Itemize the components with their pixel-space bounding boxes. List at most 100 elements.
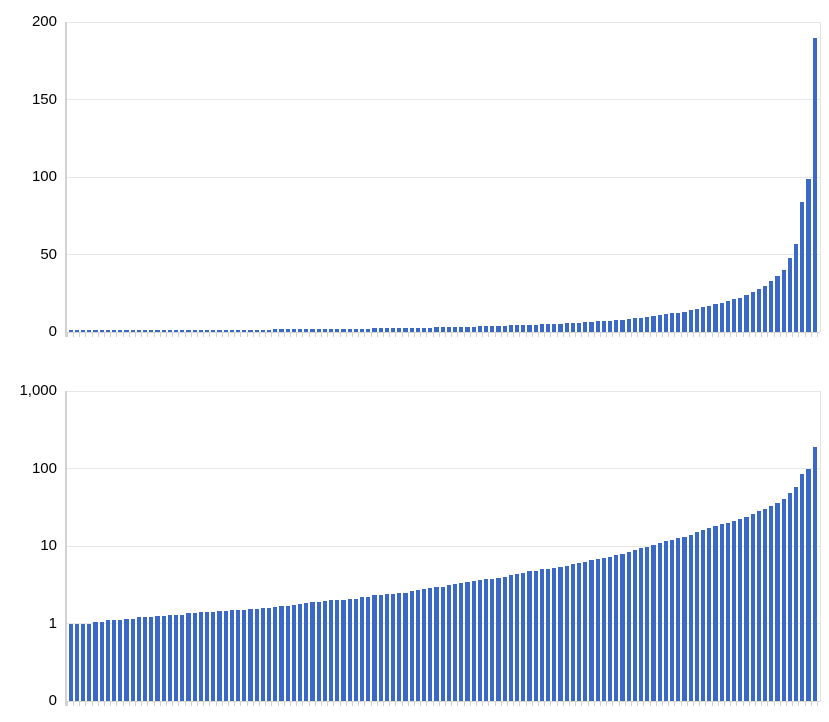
x-axis-tick bbox=[693, 702, 694, 706]
x-axis-tick bbox=[755, 702, 756, 706]
bar bbox=[173, 614, 179, 701]
bar bbox=[111, 620, 117, 701]
x-axis-tick bbox=[649, 333, 651, 337]
x-axis-tick bbox=[215, 702, 217, 706]
x-axis-tick bbox=[624, 702, 626, 706]
bar bbox=[87, 330, 92, 332]
x-axis-tick bbox=[246, 333, 248, 337]
x-axis-tick bbox=[259, 333, 260, 337]
x-axis-tick bbox=[550, 333, 552, 337]
x-axis-tick bbox=[637, 702, 639, 706]
bar bbox=[366, 596, 371, 701]
bar bbox=[806, 178, 811, 332]
bar bbox=[347, 328, 352, 332]
bar bbox=[291, 329, 296, 332]
bar bbox=[564, 323, 569, 332]
y-axis-tick-label: 10 bbox=[40, 537, 57, 554]
bar bbox=[304, 329, 309, 332]
bar bbox=[452, 584, 458, 701]
x-axis-tick bbox=[209, 333, 211, 337]
x-axis-tick bbox=[339, 333, 341, 337]
bar bbox=[142, 330, 148, 332]
bar bbox=[279, 329, 284, 332]
x-axis-tick bbox=[494, 333, 496, 337]
x-axis-tick bbox=[352, 333, 353, 337]
bar bbox=[93, 330, 98, 332]
bar bbox=[415, 590, 420, 701]
x-axis-tick bbox=[488, 702, 490, 706]
x-axis-tick bbox=[97, 702, 99, 706]
x-axis-tick bbox=[593, 702, 595, 706]
x-axis-tick bbox=[314, 333, 316, 337]
bar bbox=[204, 329, 210, 332]
bar bbox=[490, 578, 495, 701]
bar bbox=[688, 310, 693, 332]
bar bbox=[490, 326, 495, 332]
x-axis-tick bbox=[215, 333, 217, 337]
bar bbox=[452, 327, 458, 332]
x-axis-tick bbox=[116, 333, 118, 337]
bar bbox=[223, 329, 228, 332]
x-axis-tick bbox=[779, 702, 781, 706]
bar bbox=[428, 327, 433, 332]
x-axis-tick bbox=[538, 333, 539, 337]
bar bbox=[514, 325, 520, 332]
bar bbox=[762, 285, 768, 332]
x-axis-tick bbox=[618, 333, 620, 337]
x-axis-tick bbox=[736, 702, 738, 706]
bar bbox=[632, 550, 637, 701]
bar bbox=[372, 328, 377, 332]
x-axis-tick bbox=[110, 702, 112, 706]
bar bbox=[713, 526, 718, 701]
bar bbox=[601, 558, 606, 701]
bar bbox=[167, 614, 172, 701]
bar bbox=[477, 326, 482, 332]
x-axis-tick bbox=[500, 702, 502, 706]
x-axis-tick bbox=[494, 702, 496, 706]
x-axis-tick bbox=[742, 333, 744, 337]
bar bbox=[570, 323, 575, 332]
bar bbox=[310, 329, 315, 332]
x-axis-tick bbox=[79, 333, 81, 337]
bar bbox=[297, 603, 303, 701]
bar bbox=[707, 305, 712, 332]
bar bbox=[421, 588, 427, 701]
bar bbox=[558, 323, 563, 332]
x-axis-tick bbox=[153, 702, 155, 706]
bar bbox=[440, 586, 445, 701]
x-axis-tick bbox=[190, 333, 192, 337]
x-axis-tick bbox=[717, 702, 719, 706]
bar bbox=[725, 522, 730, 701]
bar bbox=[446, 585, 451, 701]
x-axis-tick bbox=[203, 333, 205, 337]
x-axis-tick bbox=[519, 333, 521, 337]
x-axis-tick bbox=[525, 333, 527, 337]
x-axis-tick bbox=[352, 702, 353, 706]
x-axis-tick bbox=[618, 702, 620, 706]
gridline bbox=[66, 254, 820, 255]
bar bbox=[483, 326, 489, 332]
bar bbox=[614, 555, 619, 701]
bar bbox=[118, 330, 123, 332]
bar bbox=[657, 542, 662, 701]
x-axis-tick bbox=[581, 702, 583, 706]
bar bbox=[316, 329, 321, 332]
x-axis-tick bbox=[184, 702, 186, 706]
x-axis-tick bbox=[581, 333, 583, 337]
x-axis-tick bbox=[271, 333, 273, 337]
x-axis-tick bbox=[73, 702, 74, 706]
gridline bbox=[66, 700, 820, 702]
x-axis-tick bbox=[761, 333, 763, 337]
bar bbox=[136, 330, 141, 332]
bar bbox=[279, 605, 284, 701]
bar bbox=[74, 330, 79, 332]
x-axis-tick bbox=[302, 702, 304, 706]
x-axis-tick bbox=[445, 333, 446, 337]
x-axis-tick bbox=[420, 333, 422, 337]
bar bbox=[273, 606, 278, 701]
x-axis-tick bbox=[116, 702, 118, 706]
bar bbox=[583, 562, 588, 701]
bar bbox=[694, 532, 699, 701]
x-axis-tick bbox=[203, 702, 205, 706]
bar bbox=[657, 314, 662, 332]
